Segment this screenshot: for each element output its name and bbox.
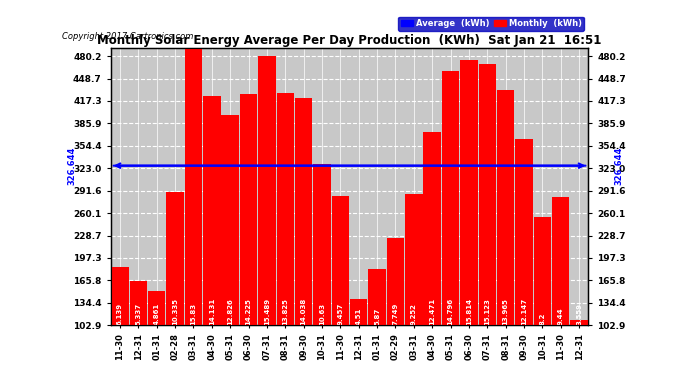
Text: 5.337: 5.337 xyxy=(135,303,141,325)
Text: 3.559: 3.559 xyxy=(576,303,582,325)
Text: 7.749: 7.749 xyxy=(393,302,398,325)
Bar xyxy=(111,267,129,375)
Text: 14.038: 14.038 xyxy=(301,297,306,325)
Text: 8.2: 8.2 xyxy=(540,312,545,325)
Text: 9.44: 9.44 xyxy=(558,307,564,325)
Bar xyxy=(166,192,184,375)
Bar xyxy=(295,98,313,375)
Bar xyxy=(515,139,533,375)
Text: 13.825: 13.825 xyxy=(282,298,288,325)
Bar xyxy=(552,196,569,375)
Text: 9.457: 9.457 xyxy=(337,302,344,325)
Bar xyxy=(221,115,239,375)
Bar xyxy=(332,196,349,375)
Bar xyxy=(405,194,422,375)
Text: 10.335: 10.335 xyxy=(172,298,178,325)
Text: Copyright 2017 Cartronics.com: Copyright 2017 Cartronics.com xyxy=(62,32,193,41)
Text: 13.965: 13.965 xyxy=(502,298,509,325)
Bar xyxy=(240,94,257,375)
Bar xyxy=(497,90,514,375)
Text: 12.147: 12.147 xyxy=(521,297,527,325)
Text: 14.796: 14.796 xyxy=(448,297,453,325)
Bar xyxy=(368,269,386,375)
Legend: Average  (kWh), Monthly  (kWh): Average (kWh), Monthly (kWh) xyxy=(398,16,584,30)
Bar xyxy=(277,93,294,375)
Bar xyxy=(148,291,166,375)
Text: 6.139: 6.139 xyxy=(117,303,123,325)
Bar xyxy=(533,217,551,375)
Bar xyxy=(386,238,404,375)
Text: 326.644: 326.644 xyxy=(68,147,77,185)
Text: 9.252: 9.252 xyxy=(411,303,417,325)
Bar xyxy=(460,60,477,375)
Bar xyxy=(313,164,331,375)
Bar xyxy=(571,320,588,375)
Text: 15.814: 15.814 xyxy=(466,297,472,325)
Bar xyxy=(130,281,147,375)
Text: 12.471: 12.471 xyxy=(429,297,435,325)
Text: 12.826: 12.826 xyxy=(227,298,233,325)
Text: 4.51: 4.51 xyxy=(356,307,362,325)
Text: 5.87: 5.87 xyxy=(374,308,380,325)
Bar xyxy=(185,49,202,375)
Text: 4.861: 4.861 xyxy=(154,302,159,325)
Text: 15.489: 15.489 xyxy=(264,297,270,325)
Bar xyxy=(479,64,496,375)
Bar xyxy=(203,96,221,375)
Bar xyxy=(424,132,441,375)
Bar xyxy=(258,56,275,375)
Bar xyxy=(442,72,460,375)
Text: 14.131: 14.131 xyxy=(209,297,215,325)
Text: 15.123: 15.123 xyxy=(484,298,491,325)
Text: 326.644: 326.644 xyxy=(615,147,624,185)
Text: 10.63: 10.63 xyxy=(319,303,325,325)
Text: 15.83: 15.83 xyxy=(190,303,197,325)
Title: Monthly Solar Energy Average Per Day Production  (KWh)  Sat Jan 21  16:51: Monthly Solar Energy Average Per Day Pro… xyxy=(97,34,602,47)
Bar xyxy=(350,299,368,375)
Text: 14.225: 14.225 xyxy=(246,298,252,325)
